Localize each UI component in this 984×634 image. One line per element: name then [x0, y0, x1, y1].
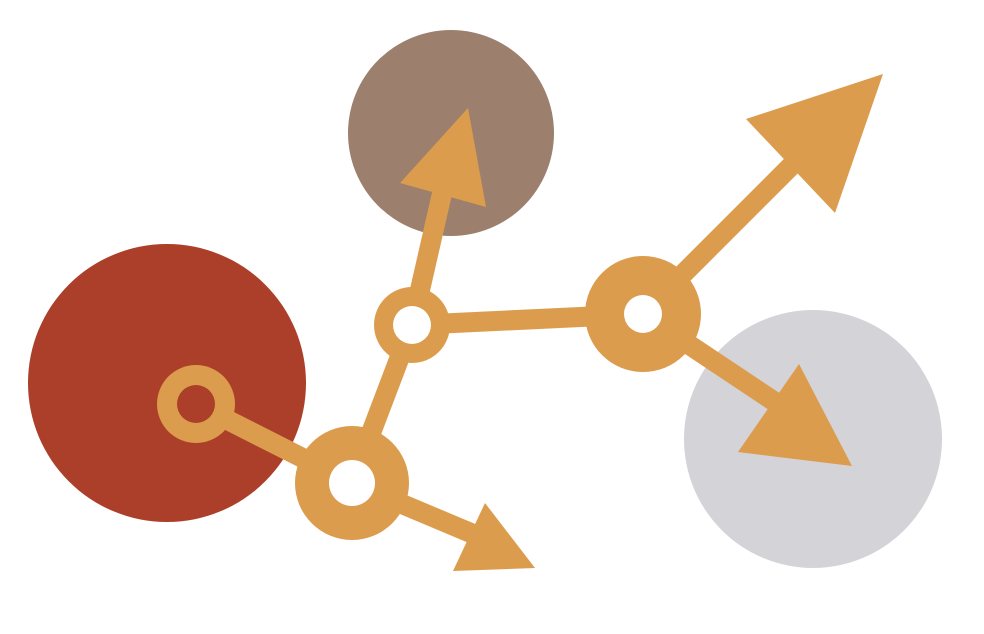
- hub-node-hole: [329, 460, 375, 506]
- right-node: [585, 256, 701, 372]
- right-node-hole: [624, 295, 662, 333]
- arrowhead-gray-icon: [738, 364, 852, 466]
- start-node-hole: [177, 385, 215, 423]
- middle-node: [374, 287, 450, 363]
- arrowhead-bottom-icon: [453, 503, 535, 571]
- start-node: [157, 365, 235, 443]
- hub-node: [295, 426, 409, 540]
- arrowhead-top-right-icon: [746, 74, 883, 213]
- middle-node-hole: [393, 306, 431, 344]
- nodes: [157, 256, 701, 540]
- arrowhead-taupe-icon: [400, 108, 486, 207]
- arrowheads: [400, 74, 883, 571]
